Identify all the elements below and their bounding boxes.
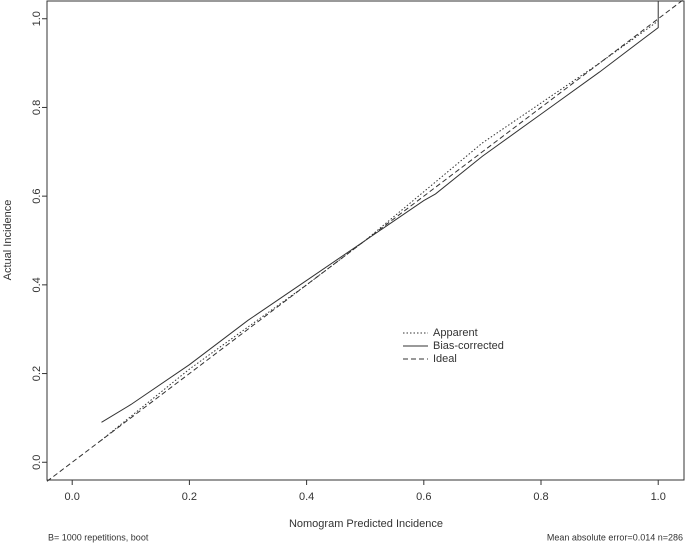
x-tick-label: 1.0	[651, 491, 666, 503]
y-axis-label: Actual Incidence	[2, 200, 14, 281]
x-axis-label: Nomogram Predicted Incidence	[289, 518, 443, 530]
x-tick-label: 0.8	[533, 491, 548, 503]
y-tick-label: 0.6	[31, 188, 43, 203]
x-tick-label: 0.0	[65, 491, 80, 503]
series-line	[46, 0, 684, 482]
legend-label: Ideal	[433, 353, 457, 365]
y-tick-label: 0.2	[31, 366, 43, 381]
plot-frame	[46, 0, 685, 481]
x-tick-label: 0.2	[182, 491, 197, 503]
x-tick-label: 0.4	[299, 491, 314, 503]
y-tick-label: 0.0	[31, 455, 43, 470]
y-tick-label: 1.0	[31, 11, 43, 26]
footnote: B= 1000 repetitions, boot	[48, 532, 149, 542]
series-line	[101, 1, 659, 423]
legend-label: Apparent	[433, 327, 478, 339]
footnote: Mean absolute error=0.014 n=286	[547, 532, 683, 542]
y-tick-label: 0.8	[31, 100, 43, 115]
series-line	[101, 20, 659, 441]
x-tick-label: 0.6	[416, 491, 431, 503]
y-tick-label: 0.4	[31, 277, 43, 292]
legend-label: Bias-corrected	[433, 340, 504, 352]
